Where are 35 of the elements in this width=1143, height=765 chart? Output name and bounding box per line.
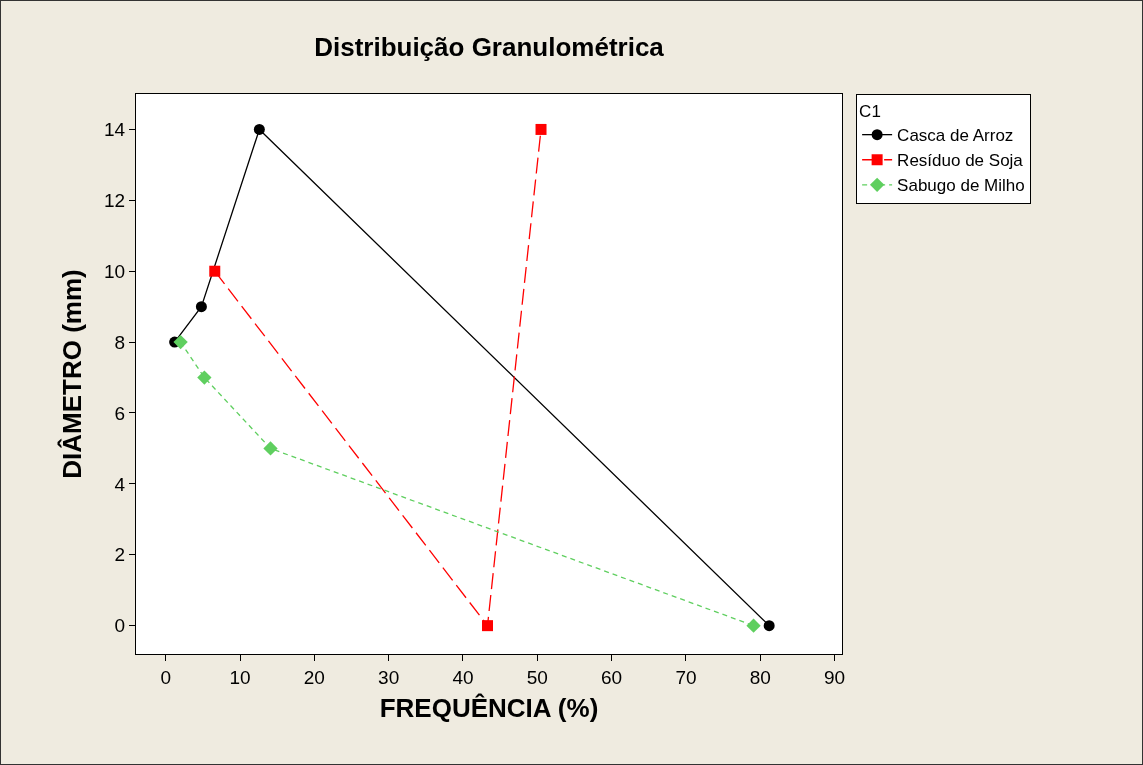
- point: [197, 370, 212, 385]
- y-tick-label: 0: [114, 615, 126, 637]
- y-tick-label: 10: [104, 260, 126, 282]
- y-tick-label: 14: [104, 119, 126, 141]
- point: [263, 441, 278, 456]
- point: [482, 620, 494, 632]
- point: [535, 123, 547, 135]
- x-tick-label: 0: [160, 666, 172, 688]
- chart-title: Distribuição Granulométrica: [314, 31, 665, 62]
- y-tick-label: 4: [114, 473, 126, 495]
- legend-label: Sabugo de Milho: [897, 176, 1025, 196]
- legend-label: Resíduo de Soja: [897, 151, 1024, 171]
- point: [253, 123, 265, 135]
- x-tick-label: 20: [303, 666, 325, 688]
- legend-title: C1: [859, 102, 881, 122]
- y-axis-title: DIÂMETRO (mm): [57, 269, 88, 479]
- x-tick-label: 40: [452, 666, 474, 688]
- point: [195, 301, 207, 313]
- x-tick-label: 10: [229, 666, 251, 688]
- y-tick-label: 12: [104, 189, 126, 211]
- y-tick-label: 6: [114, 402, 126, 424]
- point: [763, 620, 775, 632]
- legend-label: Casca de Arroz: [897, 126, 1014, 146]
- x-tick-label: 80: [749, 666, 771, 688]
- y-tick-label: 8: [114, 331, 126, 353]
- x-tick-label: 90: [824, 666, 846, 688]
- y-tick-label: 2: [114, 544, 126, 566]
- x-tick-label: 60: [601, 666, 623, 688]
- point: [746, 618, 761, 633]
- point: [209, 265, 221, 277]
- x-tick-label: 30: [378, 666, 400, 688]
- x-tick-label: 50: [526, 666, 548, 688]
- point: [173, 334, 188, 350]
- x-axis-title: FREQUÊNCIA (%): [379, 693, 599, 724]
- x-tick-label: 70: [675, 666, 697, 688]
